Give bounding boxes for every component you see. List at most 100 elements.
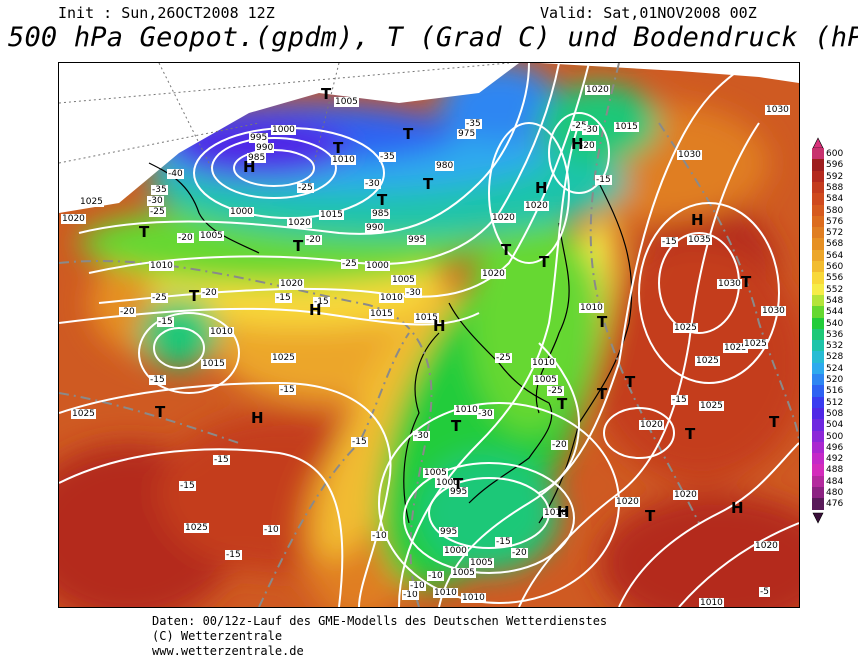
legend-swatch [812,283,824,296]
legend-swatch [812,249,824,262]
isobar-label: 1000 [435,478,460,488]
isobar-label: 985 [247,153,267,163]
high-pressure-center: H [251,409,264,427]
isobar-label: 1025 [271,353,296,363]
legend-value: 512 [826,397,844,408]
legend-value: 520 [826,375,844,385]
isobar-label: 1010 [379,293,404,303]
temperature-label: -25 [495,353,512,363]
legend-value: 584 [826,194,844,205]
temperature-label: -15 [225,550,242,560]
isobar-label: 1020 [287,218,312,228]
low-pressure-center: T [597,313,608,331]
legend-value: 552 [826,284,844,295]
legend-value: 572 [826,228,844,239]
legend-swatch [812,148,824,160]
high-pressure-center: H [433,317,446,335]
high-pressure-center: H [243,158,256,176]
footer-data-source: Daten: 00/12z-Lauf des GME-Modells des D… [152,614,608,628]
footer-copyright: (C) Wetterzentrale [152,629,283,643]
legend-value: 524 [826,363,844,374]
legend-swatch [812,464,824,477]
isobar-label: 1000 [271,125,296,135]
init-time: Init : Sun,26OCT2008 12Z [58,4,275,22]
temperature-label: -30 [147,196,164,206]
isobar-label: 1015 [369,309,394,319]
legend-value: 560 [826,262,844,272]
isobar-label: 1020 [524,201,549,211]
isobar-label: 1010 [209,327,234,337]
map-canvas [59,63,799,607]
isobar-label: 1010 [543,508,568,518]
isobar-label: 1030 [717,279,742,289]
temperature-label: -25 [149,207,166,217]
isobar-label: 1010 [331,155,356,165]
legend-value: 476 [826,499,844,510]
temperature-label: -5 [759,587,770,597]
legend-swatch [812,374,824,386]
temperature-label: -30 [582,125,599,135]
isobar-label: 1010 [579,303,604,313]
isobar-label: 995 [439,527,459,537]
high-pressure-center: H [535,179,548,197]
legend-value: 600 [826,149,844,159]
isobar-label: 1000 [443,546,468,556]
legend-value: 532 [826,341,844,352]
isobar-label: 1025 [673,323,698,333]
legend-value: 536 [826,329,844,340]
legend-swatch [812,193,824,206]
legend-value: 548 [826,295,844,306]
temperature-label: -35 [379,152,396,162]
isobar-label: 1005 [334,97,359,107]
low-pressure-center: T [423,175,434,193]
temperature-label: -20 [551,440,568,450]
low-pressure-center: T [333,139,344,157]
isobar-label: 1005 [391,275,416,285]
isobar-label: 980 [435,161,455,171]
isobar-label: 1030 [765,105,790,115]
temperature-label: -15 [661,237,678,247]
isobar-label: 995 [249,133,269,143]
temperature-label: -10 [427,571,444,581]
temperature-label: -20 [511,548,528,558]
legend-swatch [812,441,824,454]
isobar-label: 1030 [761,306,786,316]
legend-swatch [812,430,824,443]
temperature-label: -15 [179,481,196,491]
temperature-label: -15 [213,455,230,465]
legend-swatch [812,306,824,319]
low-pressure-center: T [451,417,462,435]
legend-value: 508 [826,408,844,419]
temperature-label: -25 [341,259,358,269]
footer-credits: Daten: 00/12z-Lauf des GME-Modells des D… [152,614,607,659]
low-pressure-center: T [741,273,752,291]
isobar-label: 1020 [754,541,779,551]
low-pressure-center: T [625,373,636,391]
legend-swatch [812,340,824,353]
temperature-label: -30 [477,409,494,419]
temperature-label: -20 [305,235,322,245]
isobar-label: 1020 [279,279,304,289]
graticule [59,63,510,184]
legend-swatch [812,475,824,488]
isobar-label: 1005 [533,375,558,385]
legend-swatch [812,396,824,409]
legend-value: 540 [826,318,844,329]
legend-value: 516 [826,386,844,397]
isobar-label: 1020 [491,213,516,223]
legend-swatch [812,170,824,183]
low-pressure-center: T [321,85,332,103]
temperature-label: -10 [371,531,388,541]
low-pressure-center: T [645,507,656,525]
isobar-label: 1025 [71,409,96,419]
isobar-label: 995 [407,235,427,245]
legend-value: 484 [826,476,844,487]
isobar-label: 1000 [365,261,390,271]
isobar-label: 1005 [423,468,448,478]
legend-value: 576 [826,216,844,227]
low-pressure-center: T [769,413,780,431]
legend-value: 528 [826,352,844,363]
temperature-label: -35 [465,119,482,129]
temperature-label: -15 [157,317,174,327]
footer-website: www.wetterzentrale.de [152,644,304,658]
